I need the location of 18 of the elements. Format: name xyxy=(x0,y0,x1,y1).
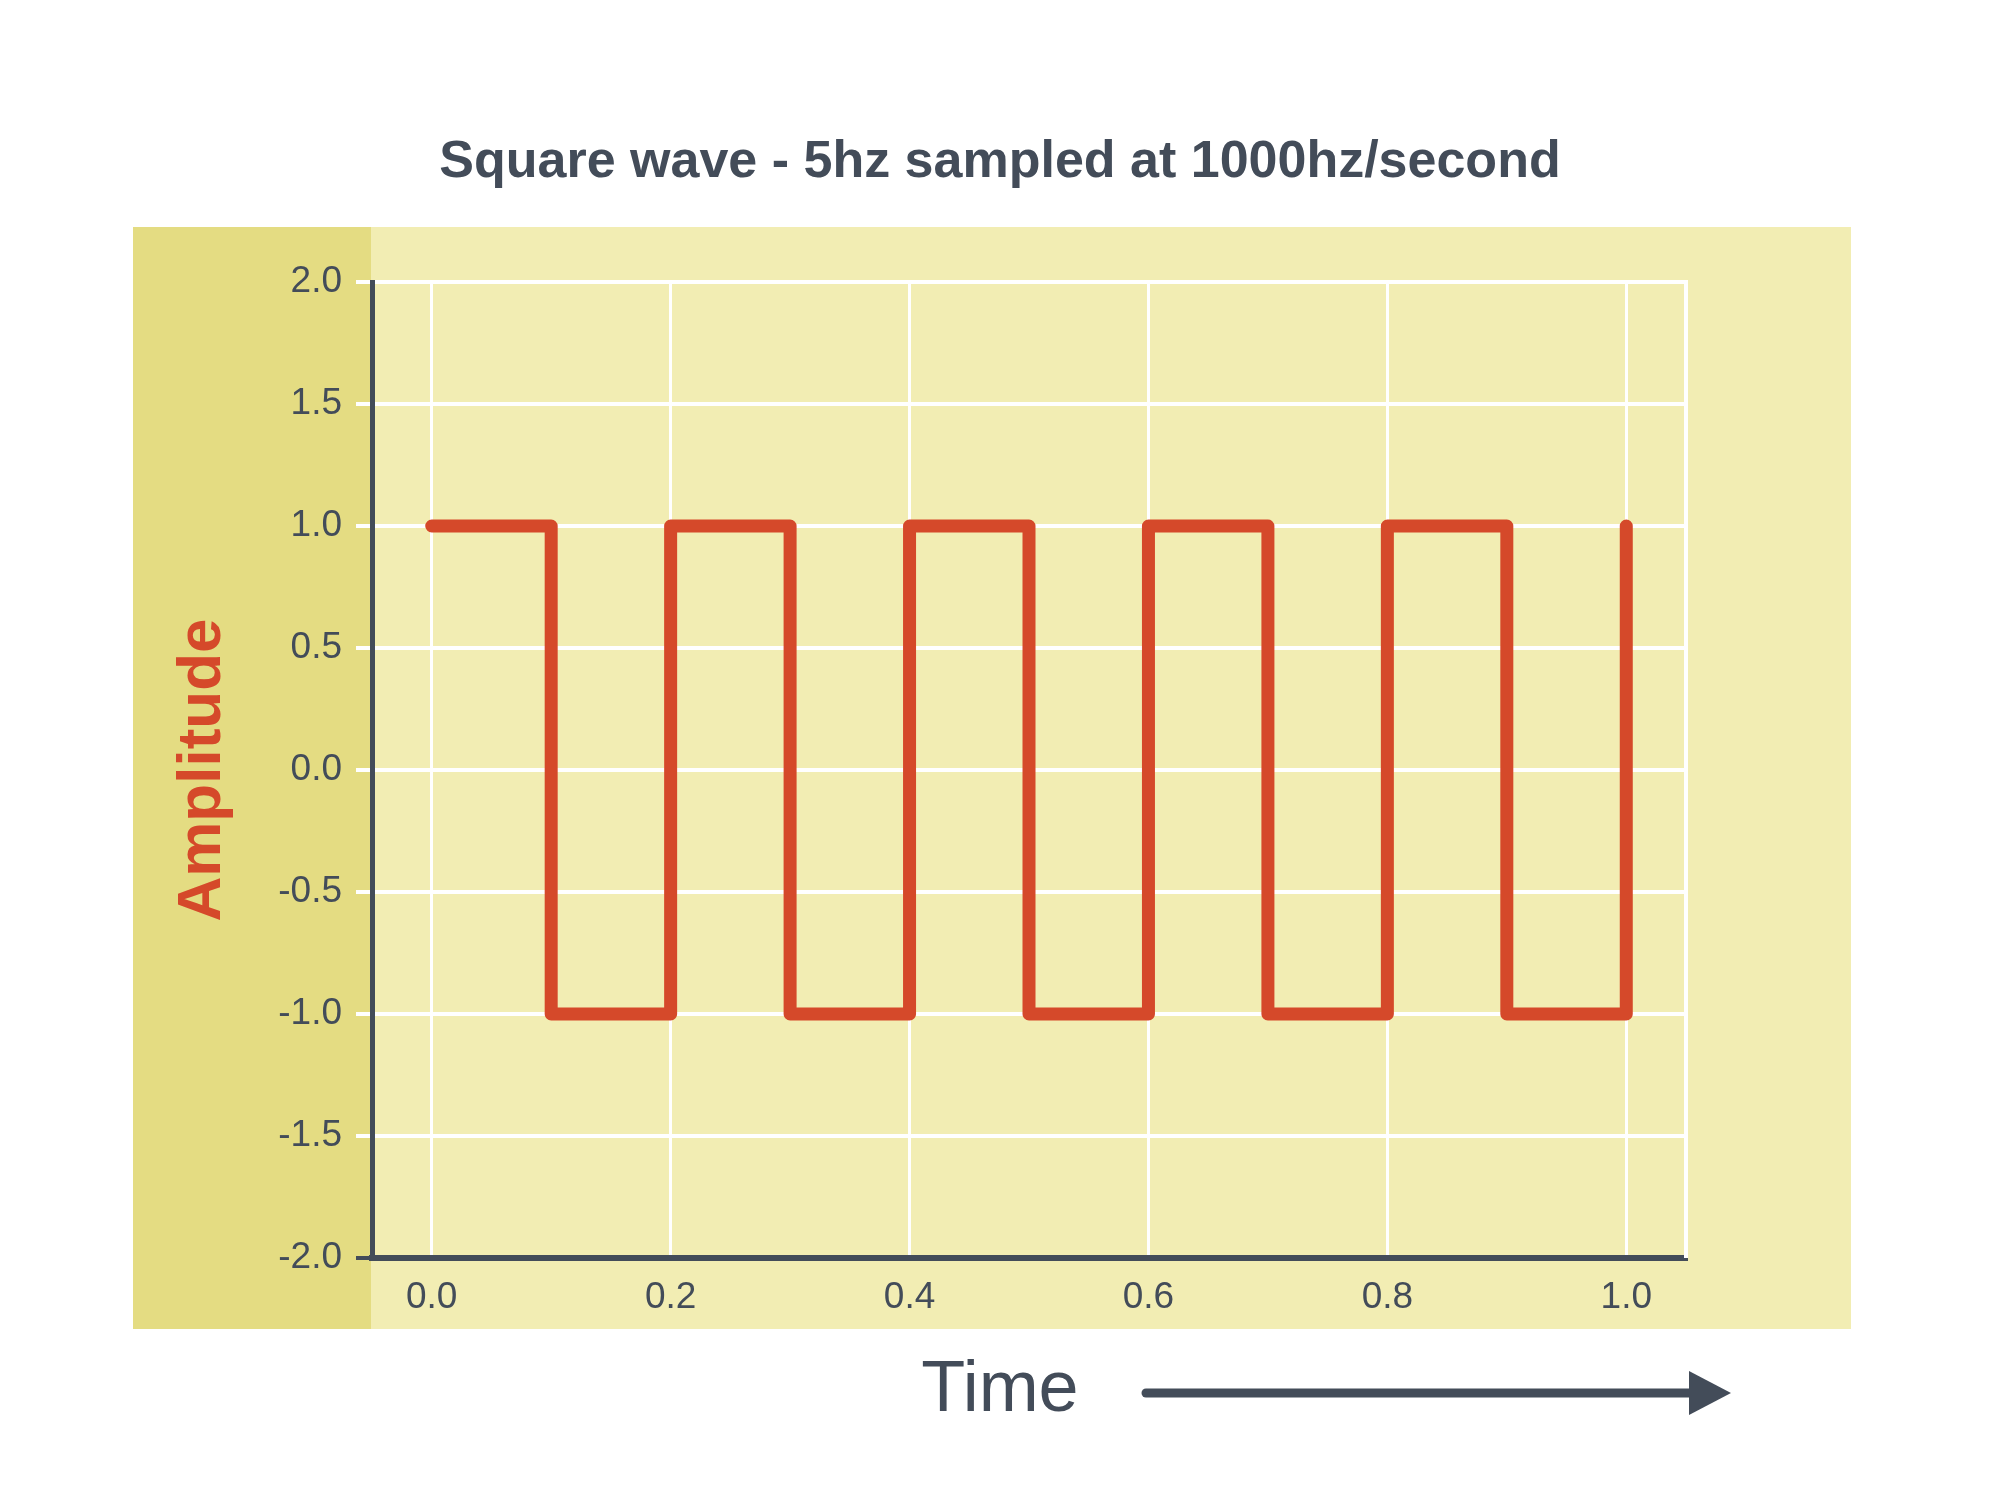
y-tick-label: 1.0 xyxy=(290,503,342,545)
y-tick-label: -0.5 xyxy=(278,869,342,911)
x-tick-label: 1.0 xyxy=(1600,1275,1652,1317)
y-tick-label: 2.0 xyxy=(290,259,342,301)
x-tick-label: 0.0 xyxy=(406,1275,458,1317)
chart-title: Square wave - 5hz sampled at 1000hz/second xyxy=(439,129,1561,190)
y-tick-label: -1.0 xyxy=(278,991,342,1033)
x-tick-label: 0.4 xyxy=(883,1275,936,1317)
x-axis-title: Time xyxy=(921,1346,1079,1426)
y-tick-label: -1.5 xyxy=(278,1113,342,1155)
x-tick-label: 0.8 xyxy=(1361,1275,1414,1317)
y-axis-title: Amplitude xyxy=(164,618,234,922)
y-tick-label: 0.5 xyxy=(290,625,342,667)
x-tick-label: 0.2 xyxy=(644,1275,697,1317)
y-tick-label: -2.0 xyxy=(278,1235,342,1277)
y-tick-label: 0.0 xyxy=(290,747,342,789)
y-tick-label: 1.5 xyxy=(290,381,342,423)
x-tick-label: 0.6 xyxy=(1122,1275,1175,1317)
